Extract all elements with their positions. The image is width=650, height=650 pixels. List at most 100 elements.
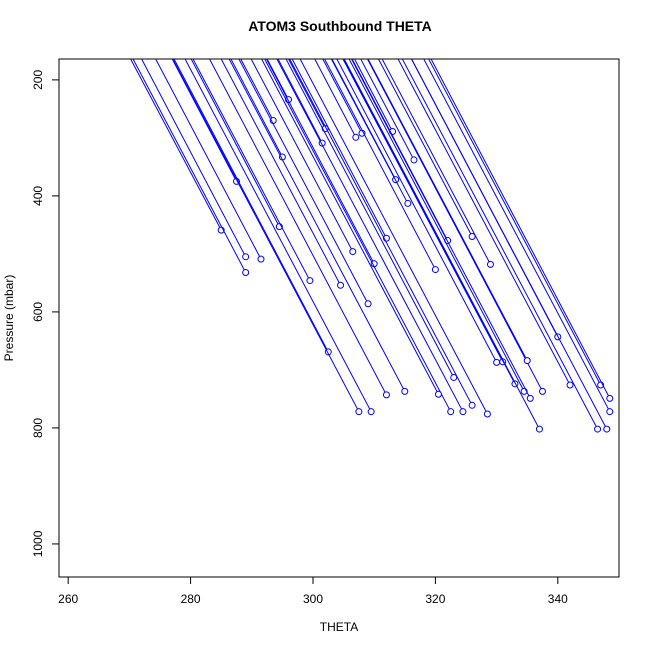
line <box>266 59 289 100</box>
line <box>354 59 393 132</box>
point <box>391 48 397 54</box>
point <box>395 48 401 54</box>
line <box>132 59 247 273</box>
point <box>317 48 323 54</box>
point <box>421 48 427 54</box>
line <box>299 59 488 415</box>
point <box>315 48 321 54</box>
point <box>468 401 476 409</box>
line <box>314 59 357 138</box>
point <box>410 156 418 164</box>
line <box>430 59 611 399</box>
point <box>450 373 458 381</box>
point <box>424 48 430 54</box>
point <box>214 48 220 54</box>
point <box>526 394 534 402</box>
line <box>220 59 341 286</box>
point <box>483 410 491 418</box>
line <box>192 59 311 281</box>
x-axis-label: THETA <box>320 620 358 634</box>
point <box>134 48 140 54</box>
line <box>261 59 439 395</box>
point <box>259 48 265 54</box>
point <box>282 48 288 54</box>
point <box>306 277 314 285</box>
point <box>178 48 184 54</box>
point <box>353 48 359 54</box>
point <box>242 253 250 261</box>
y-tick-label: 600 <box>31 302 45 322</box>
line <box>250 59 354 252</box>
line <box>171 59 237 182</box>
line <box>264 59 452 412</box>
point <box>202 48 208 54</box>
point <box>184 48 190 54</box>
point <box>308 48 314 54</box>
line <box>324 59 436 270</box>
line <box>230 59 283 158</box>
point <box>566 381 574 389</box>
line <box>285 59 455 378</box>
point <box>224 48 230 54</box>
line <box>322 59 363 134</box>
point <box>416 48 422 54</box>
line <box>276 59 464 412</box>
point <box>603 425 611 433</box>
line <box>130 59 222 231</box>
line <box>423 59 611 412</box>
line <box>208 59 387 396</box>
point <box>126 48 132 54</box>
line <box>336 59 498 363</box>
point <box>538 387 546 395</box>
point <box>342 48 348 54</box>
point <box>375 48 381 54</box>
point <box>148 48 154 54</box>
point <box>336 48 342 54</box>
point <box>404 48 410 54</box>
line <box>366 59 543 392</box>
point <box>345 48 351 54</box>
line <box>287 59 326 129</box>
point <box>123 48 129 54</box>
point <box>285 48 291 54</box>
x-tick-label: 340 <box>548 592 568 606</box>
point <box>293 48 299 54</box>
point <box>404 48 410 54</box>
point <box>431 266 439 274</box>
point <box>352 133 360 141</box>
line <box>401 59 599 430</box>
y-tick-label: 200 <box>31 70 45 90</box>
line <box>410 59 608 430</box>
point <box>344 48 350 54</box>
line <box>238 59 369 305</box>
point <box>535 425 543 433</box>
point <box>325 48 331 54</box>
point <box>260 48 266 54</box>
line <box>360 59 415 161</box>
point <box>233 48 239 54</box>
point <box>254 48 260 54</box>
point <box>165 48 171 54</box>
point <box>167 48 173 54</box>
point <box>330 48 336 54</box>
point <box>186 48 192 54</box>
point <box>486 260 494 268</box>
point <box>244 48 250 54</box>
point <box>279 48 285 54</box>
point <box>355 408 363 416</box>
line <box>397 59 571 386</box>
point <box>242 268 250 276</box>
line <box>381 59 491 265</box>
point <box>232 48 238 54</box>
point <box>257 255 265 263</box>
line <box>343 59 540 430</box>
point <box>281 48 287 54</box>
point <box>594 425 602 433</box>
point <box>336 48 342 54</box>
line <box>343 59 516 385</box>
x-tick-label: 280 <box>181 592 201 606</box>
plot-area <box>123 48 614 433</box>
point <box>606 394 614 402</box>
point <box>404 199 412 207</box>
